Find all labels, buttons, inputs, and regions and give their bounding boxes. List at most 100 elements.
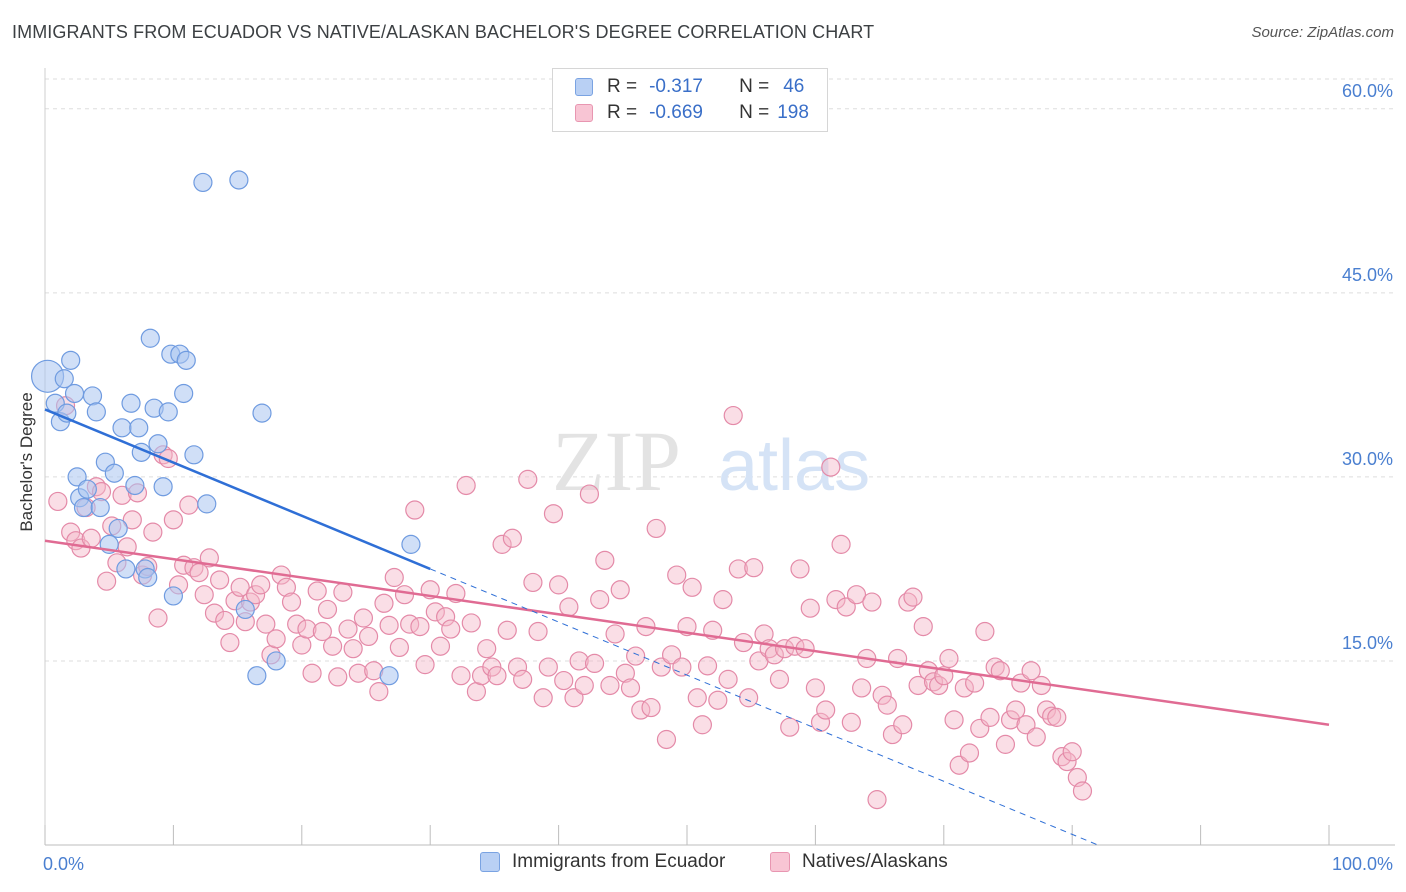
grid-lines [45, 78, 1395, 662]
point-ecuador [184, 445, 204, 465]
point-natives [48, 491, 68, 512]
point-natives [682, 577, 702, 597]
point-natives [600, 675, 620, 696]
trend-line-ecuador-extension [430, 568, 1099, 846]
x-axis-ticks: 0.0% 100.0% [43, 854, 1393, 874]
point-natives [533, 688, 553, 708]
point-natives [548, 575, 569, 595]
point-natives [923, 672, 944, 692]
point-natives [518, 469, 538, 489]
point-natives [954, 678, 974, 698]
bottom-legend-swatch-pink [770, 852, 790, 872]
point-ecuador [116, 559, 136, 579]
point-natives [626, 646, 646, 666]
point-natives [487, 666, 507, 686]
chart-title: IMMIGRANTS FROM ECUADOR VS NATIVE/ALASKA… [12, 22, 875, 42]
point-natives [944, 710, 964, 730]
legend-n-label: N = [739, 76, 770, 97]
point-ecuador [197, 494, 217, 514]
y-axis-ticks: 15.0% 30.0% 45.0% 60.0% [1342, 81, 1393, 653]
point-natives [477, 639, 497, 659]
point-natives [307, 581, 327, 601]
point-ecuador [64, 383, 85, 404]
point-natives [769, 669, 790, 689]
point-natives [302, 663, 322, 683]
point-natives [456, 475, 476, 496]
point-natives [975, 621, 995, 642]
point-natives [841, 712, 861, 732]
point-natives [687, 688, 707, 708]
point-natives [410, 616, 430, 637]
point-natives [980, 707, 1000, 727]
point-natives [816, 700, 836, 720]
point-ecuador [266, 651, 286, 671]
point-natives [266, 629, 286, 649]
point-ecuador [138, 567, 158, 588]
point-natives [913, 616, 933, 637]
legend-row-natives: R = -0.669 N = 198 [575, 101, 809, 125]
point-natives [641, 697, 661, 718]
point-natives [882, 724, 903, 745]
point-natives [826, 590, 846, 610]
bottom-legend-label-natives: Natives/Alaskans [802, 851, 948, 872]
bottom-legend-label-ecuador: Immigrants from Ecuador [512, 851, 726, 872]
point-natives [564, 688, 584, 708]
trend-line-ecuador [44, 408, 431, 571]
point-ecuador [158, 402, 178, 422]
point-natives [312, 621, 332, 642]
point-natives [1047, 707, 1067, 727]
bottom-legend-ecuador: Immigrants from Ecuador [480, 851, 725, 873]
point-natives [877, 695, 897, 715]
point-natives [723, 405, 743, 426]
watermark-zip: ZIP [552, 413, 681, 509]
point-natives [821, 457, 841, 477]
point-natives [194, 585, 214, 605]
point-natives [441, 619, 461, 639]
watermark-atlas: atlas [718, 426, 870, 506]
point-natives [965, 673, 985, 693]
point-natives [990, 661, 1010, 681]
point-natives [389, 637, 409, 658]
legend-row-ecuador: R = -0.317 N = 46 [575, 75, 804, 99]
point-ecuador [140, 328, 160, 348]
point-natives [1072, 781, 1093, 801]
point-natives [343, 639, 363, 659]
bottom-legend-swatch-blue [480, 852, 500, 872]
point-natives [939, 648, 959, 669]
point-ecuador [176, 350, 196, 370]
point-natives [590, 590, 610, 610]
point-natives [836, 597, 856, 617]
point-natives [256, 614, 276, 634]
point-ecuador [77, 479, 97, 499]
point-ecuador [104, 463, 124, 483]
point-natives [1006, 700, 1026, 720]
legend-r-value-natives: -0.669 [649, 102, 703, 123]
axes [44, 68, 1395, 846]
point-natives [805, 678, 826, 698]
point-natives [831, 534, 851, 554]
point-natives [893, 715, 913, 735]
watermark: ZIP atlas [552, 413, 870, 509]
point-natives [908, 675, 928, 696]
series-natives-points [48, 396, 1093, 810]
point-natives [903, 587, 923, 607]
point-ecuador [108, 518, 128, 539]
point-ecuador [112, 418, 132, 438]
point-natives [554, 670, 574, 691]
point-natives [610, 580, 630, 600]
point-natives [513, 669, 533, 689]
point-natives [579, 484, 600, 504]
point-natives [559, 597, 579, 617]
point-natives [287, 614, 307, 634]
point-ecuador [61, 350, 81, 370]
point-natives [1000, 710, 1021, 730]
series-ecuador-points [30, 170, 421, 686]
point-natives [846, 585, 867, 605]
point-natives [528, 621, 548, 642]
point-natives [338, 619, 358, 639]
point-ecuador [193, 172, 213, 193]
point-ecuador [67, 467, 87, 487]
y-tick-label: 30.0% [1342, 449, 1393, 469]
y-axis-label: Bachelor's Degree [17, 392, 36, 531]
point-natives [466, 682, 487, 702]
